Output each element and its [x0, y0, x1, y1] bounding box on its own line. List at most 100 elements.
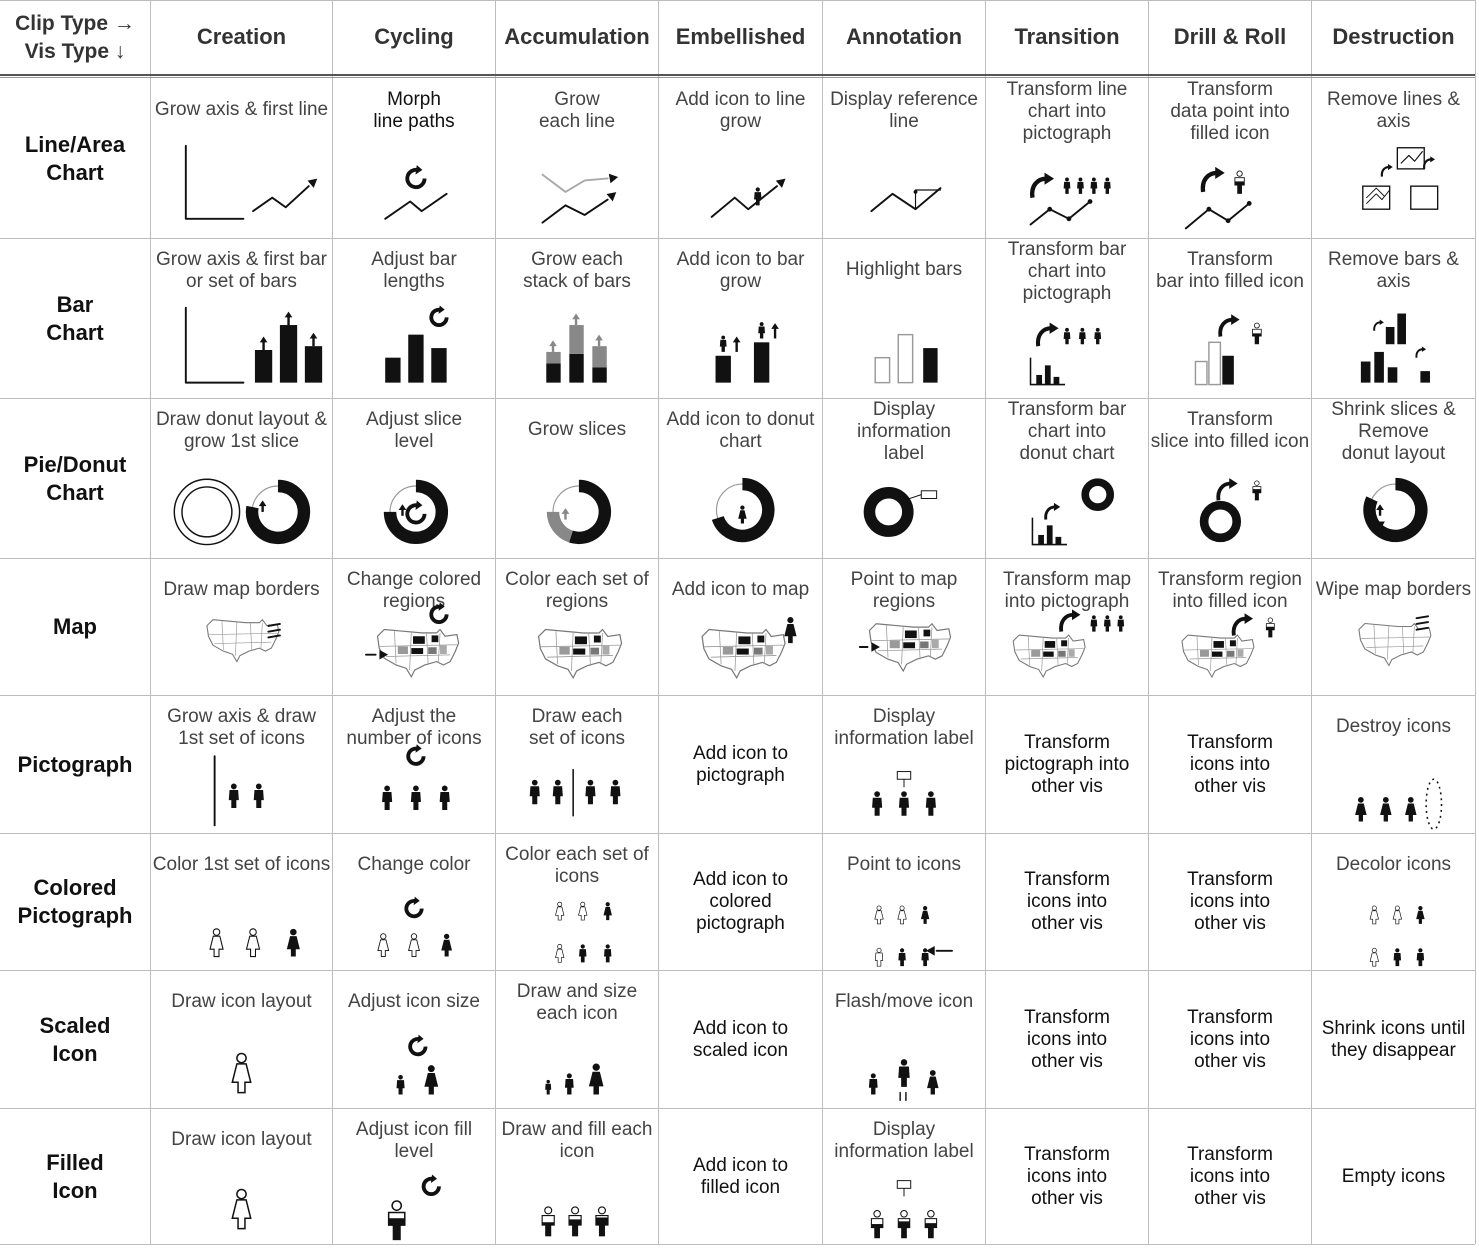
clip-description: Transform icons into other vis	[1024, 1143, 1110, 1209]
grid-hline	[0, 558, 1475, 559]
clip-description: Grow axis & first line	[154, 99, 329, 120]
clip-description: Draw and size each icon	[516, 981, 638, 1024]
clip-description: Transform icons into other vis	[1187, 869, 1273, 934]
cpicto-decolor-icon	[1369, 905, 1425, 967]
clip-description: Adjust slice level	[365, 409, 463, 452]
line-grow-icon	[541, 173, 619, 224]
cell-map-cycling: Change colored regions	[333, 559, 495, 695]
clip-description: Display information label	[834, 1119, 974, 1162]
filled-layout-icon	[231, 1188, 252, 1230]
clip-description: Point to icons	[846, 854, 962, 875]
map-point-icon	[858, 622, 952, 673]
clip-description: Transform icons into other vis	[1024, 869, 1110, 934]
bar-icon-icon	[715, 322, 779, 383]
grid-hline	[0, 695, 1475, 696]
clip-description: Add icon to map	[671, 579, 810, 600]
column-header-drill-roll: Drill & Roll	[1173, 24, 1287, 49]
clip-description: Adjust icon size	[347, 991, 480, 1012]
bar-remove-icon	[1360, 313, 1430, 383]
scaled-draw-icon	[545, 1063, 604, 1095]
clip-description: Shrink slices & Remove donut layout	[1331, 399, 1456, 464]
row-header-bar-chart: Bar Chart	[46, 291, 104, 345]
clip-description: Transform region into filled icon	[1158, 569, 1302, 612]
cell-map-destruction: Wipe map borders	[1312, 559, 1475, 695]
cell-filled-icon-embellished: Add icon to filled icon	[659, 1109, 822, 1244]
clip-description: Adjust bar lengths	[371, 249, 457, 292]
map-to-icon-icon	[1181, 613, 1275, 679]
clip-description: Adjust icon fill level	[355, 1119, 473, 1162]
cell-map-transition: Transform map into pictograph	[986, 559, 1148, 695]
bar-to-icon-icon	[1194, 314, 1262, 386]
bar-highlight-icon	[874, 333, 938, 384]
clip-description: Decolor icons	[1335, 854, 1452, 875]
cell-scaled-icon-drill-roll: Transform icons into other vis	[1149, 971, 1311, 1108]
line-remove-icon	[1362, 147, 1439, 210]
cell-line-area-chart-drill-roll: Transform data point into filled icon	[1149, 79, 1311, 238]
cpicto-change-icon	[377, 896, 453, 957]
cell-pie-donut-chart-creation: Draw donut layout & grow 1st slice	[151, 399, 332, 558]
bar-axis-icon	[184, 306, 323, 384]
cell-pie-donut-chart-destruction: Shrink slices & Remove donut layout	[1312, 399, 1475, 558]
clip-description: Color 1st set of icons	[152, 854, 331, 875]
cell-pie-donut-chart-accumulation: Grow slices	[496, 399, 658, 558]
clip-description: Add icon to colored pictograph	[692, 869, 789, 934]
grid-hline-top	[0, 0, 1475, 1]
picto-label-icon	[872, 771, 936, 816]
clip-description: Add icon to scaled icon	[692, 1017, 789, 1061]
grid-vline	[150, 0, 151, 1244]
clip-description: Draw and fill each icon	[501, 1119, 653, 1162]
column-header-accumulation: Accumulation	[504, 24, 650, 49]
clip-description: Display information label	[857, 399, 951, 464]
map-icon-icon	[701, 617, 797, 680]
clip-description: Wipe map borders	[1315, 579, 1472, 600]
clip-description: Grow axis & draw 1st set of icons	[167, 706, 316, 749]
map-wipe-icon	[1358, 615, 1432, 667]
line-ref-icon	[870, 187, 942, 213]
cell-filled-icon-drill-roll: Transform icons into other vis	[1149, 1109, 1311, 1244]
cell-colored-pictograph-destruction: Decolor icons	[1312, 834, 1475, 970]
clip-description: Add icon to pictograph	[692, 742, 789, 786]
cell-pictograph-cycling: Adjust the number of icons	[333, 696, 495, 833]
cell-colored-pictograph-accumulation: Color each set of icons	[496, 834, 658, 970]
cell-bar-chart-annotation: Highlight bars	[823, 239, 985, 398]
clip-description: Draw map borders	[163, 579, 320, 600]
clip-description: Add icon to bar grow	[676, 249, 805, 292]
cell-pictograph-creation: Grow axis & draw 1st set of icons	[151, 696, 332, 833]
cell-pictograph-transition: Transform pictograph into other vis	[986, 696, 1148, 833]
cell-scaled-icon-embellished: Add icon to scaled icon	[659, 971, 822, 1108]
cell-scaled-icon-cycling: Adjust icon size	[333, 971, 495, 1108]
cpicto-point-icon	[874, 905, 953, 967]
clip-description: Color each set of icons	[505, 844, 649, 887]
cell-line-area-chart-transition: Transform line chart into pictograph	[986, 79, 1148, 238]
donut-layout-icon	[173, 478, 311, 546]
clip-description: Grow each stack of bars	[523, 249, 631, 292]
clip-description: Transform icons into other vis	[1024, 1006, 1110, 1072]
cell-filled-icon-cycling: Adjust icon fill level	[333, 1109, 495, 1244]
cell-colored-pictograph-transition: Transform icons into other vis	[986, 834, 1148, 970]
scaled-layout-icon	[231, 1052, 252, 1094]
clip-description: Add icon to donut chart	[666, 409, 815, 452]
cell-colored-pictograph-annotation: Point to icons	[823, 834, 985, 970]
row-header-colored-pictograph: Colored Pictograph	[17, 875, 133, 928]
grid-vline	[495, 0, 496, 1244]
grid-hline	[0, 398, 1475, 399]
clip-description: Transform map into pictograph	[1002, 569, 1132, 612]
grid-vline	[1148, 0, 1149, 1244]
clip-description: Transform bar into filled icon	[1156, 249, 1304, 292]
filled-label-icon	[870, 1180, 938, 1239]
grid-hline	[0, 1108, 1475, 1109]
clip-description: Draw icon layout	[171, 991, 312, 1012]
grid-vline	[1311, 0, 1312, 1244]
grid-vline	[332, 0, 333, 1244]
column-header-destruction: Destruction	[1332, 24, 1455, 49]
picto-adjust-icon	[382, 744, 450, 810]
cell-colored-pictograph-drill-roll: Transform icons into other vis	[1149, 834, 1311, 970]
donut-grow-icon	[546, 479, 612, 545]
clip-description: Add icon to filled icon	[692, 1154, 789, 1198]
clip-description: Shrink icons until they disappear	[1321, 1017, 1466, 1061]
cell-pie-donut-chart-cycling: Adjust slice level	[333, 399, 495, 558]
cell-pie-donut-chart-transition: Transform bar chart into donut chart	[986, 399, 1148, 558]
cpicto-each-icon	[555, 901, 612, 963]
cell-pie-donut-chart-embellished: Add icon to donut chart	[659, 399, 822, 558]
clip-description: Remove bars & axis	[1328, 249, 1459, 292]
